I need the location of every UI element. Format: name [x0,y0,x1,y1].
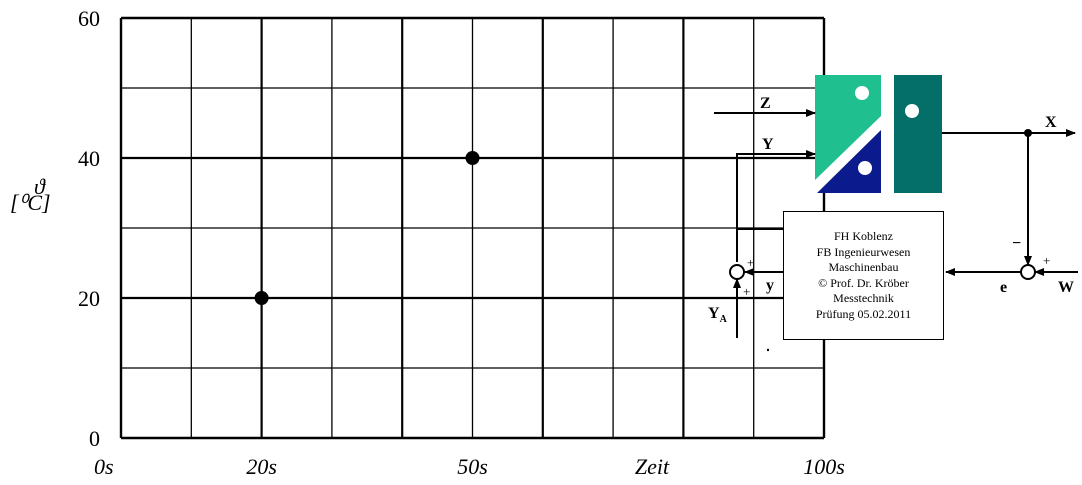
stray-dot [766,348,770,352]
x-tick-labels: 0s 20s 50s Zeit 100s [94,454,845,479]
x-tick-label: 20s [246,454,277,479]
x-tick-label: 100s [803,454,845,479]
chart-grid [119,16,826,440]
info-box-line: © Prof. Dr. Kröber [818,275,909,290]
x-tick-label: Zeit [635,454,670,479]
controller-block [815,75,942,195]
info-box-line: FH Koblenz [834,229,893,243]
info-box-line: FB Ingenieurwesen [816,244,911,259]
y-tick-label: 0 [89,426,100,451]
block-right-panel [894,75,942,193]
data-point [465,151,480,165]
ya-label: YA [708,305,728,325]
summing-junction-left [729,264,745,280]
plus-sign-left-bottom: + [743,284,750,299]
y-tick-labels: 0 20 40 60 [78,6,100,451]
block-dot-3 [858,161,872,175]
e-label: e [1000,279,1007,296]
y-axis-symbol: ϑ [34,174,46,199]
plus-sign-left-top: + [747,255,754,270]
block-dot-1 [855,86,869,100]
x-tick-label: 50s [457,454,488,479]
minus-sign: − [1012,235,1021,252]
block-white-diagonal [815,116,881,195]
info-box-line: Maschinenbau [828,260,899,274]
ya-label-sub: A [720,314,728,325]
info-box-line: Messtechnik [833,291,894,305]
block-diagram: Z Y X − + W e y + + YA [708,75,1078,352]
plus-sign-right: + [1043,253,1050,268]
x-tick-label: 0s [94,454,114,479]
x-output-label: X [1045,114,1057,131]
w-label: W [1058,279,1074,296]
info-box-line: Prüfung 05.02.2011 [815,306,912,321]
y-small-label: y [766,277,774,294]
y-tick-label: 20 [78,286,100,311]
z-label: Z [760,95,771,112]
ya-label-main: Y [708,305,720,322]
y-tick-label: 40 [78,146,100,171]
data-point [254,291,269,305]
block-white-bar [881,75,894,193]
summing-junction-right [1020,264,1036,280]
y-tick-label: 60 [78,6,100,31]
info-box: FH Koblenz FB Ingenieurwesen Maschinenbau ©… [783,211,944,340]
data-points [254,151,480,305]
block-dot-2 [905,104,919,118]
y-input-line [736,150,816,262]
y-input-label: Y [762,136,774,153]
y-axis-unit: [⁰C] [10,190,51,215]
